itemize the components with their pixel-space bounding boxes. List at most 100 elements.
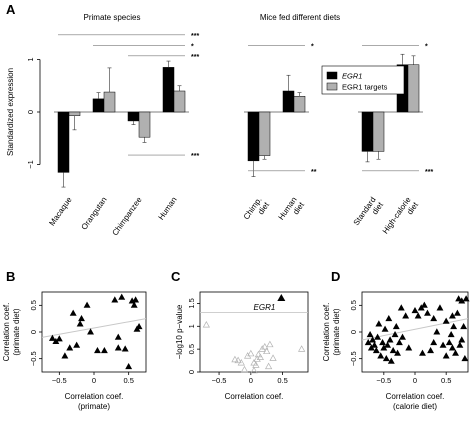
scatter-point xyxy=(94,346,101,354)
category-label: Humandiet xyxy=(276,195,306,227)
panel-label-d: D xyxy=(331,269,340,284)
significance-stars: *** xyxy=(425,169,433,176)
x-tick-label: 0 xyxy=(92,376,96,385)
scatter-point xyxy=(402,312,410,319)
x-tick-label: −0.5 xyxy=(52,376,67,385)
scatter-point xyxy=(253,355,261,362)
scatter-point xyxy=(377,352,385,359)
scatter-point xyxy=(264,362,273,370)
bar-egr1-targets xyxy=(372,111,385,152)
highlight-label: EGR1 xyxy=(254,303,276,312)
scatter-point xyxy=(247,349,255,357)
x-tick-label: 0.5 xyxy=(441,376,451,385)
scatter-point xyxy=(244,352,252,359)
scatter-point xyxy=(455,295,463,302)
scatter-point xyxy=(392,322,400,330)
x-axis-label: (calorie diet) xyxy=(393,402,437,411)
y-tick-label: 0.5 xyxy=(29,300,38,310)
plot-frame xyxy=(41,291,147,373)
y-tick-label: 0 xyxy=(187,370,196,374)
bar-egr1-targets xyxy=(138,111,151,138)
scatter-point xyxy=(419,349,426,356)
y-tick-label: 0.5 xyxy=(349,300,358,310)
x-tick-label: −0.5 xyxy=(212,376,227,385)
scatter-point xyxy=(430,338,438,346)
bar-egr1 xyxy=(282,90,295,113)
scatter-point xyxy=(269,354,277,361)
scatter-point xyxy=(442,317,450,324)
x-axis-label: (primate) xyxy=(78,402,110,411)
scatter-point xyxy=(69,309,77,316)
scatter-point xyxy=(130,301,138,308)
bar-egr1-targets xyxy=(293,96,306,113)
significance-stars: * xyxy=(191,43,194,50)
legend-swatch xyxy=(326,82,338,91)
scatter-point xyxy=(100,346,108,354)
scatter-point xyxy=(389,346,397,354)
bar-egr1-targets xyxy=(68,111,81,116)
scatter-point xyxy=(381,325,389,332)
scatter-point xyxy=(237,358,245,366)
scatter-point xyxy=(234,356,242,364)
scatter-point xyxy=(240,365,249,373)
scatter-point xyxy=(411,306,419,314)
bar-egr1-targets xyxy=(407,64,420,113)
scatter-point xyxy=(399,333,406,340)
scatter-point xyxy=(453,309,461,316)
scatter-point xyxy=(231,355,239,363)
panel-label-a: A xyxy=(6,2,16,17)
scatter-point xyxy=(114,344,122,351)
scatter-point xyxy=(427,346,435,354)
scatter-point xyxy=(391,330,399,338)
scatter-point xyxy=(448,312,456,319)
scatter-point xyxy=(450,322,458,330)
scatter-point xyxy=(433,328,441,335)
y-tick-label: −0.5 xyxy=(29,351,38,366)
scatter-point xyxy=(405,344,413,351)
y-tick-label: −1 xyxy=(26,160,35,169)
scatter-point xyxy=(384,341,392,348)
scatter-point xyxy=(250,366,258,374)
scatter-point xyxy=(87,328,94,335)
scatter-point xyxy=(395,338,403,346)
x-tick-label: 0.5 xyxy=(123,376,133,385)
y-tick-label: 0 xyxy=(26,110,35,114)
scatter-point xyxy=(369,336,377,343)
scatter-point xyxy=(460,322,468,330)
legend-label: EGR1 targets xyxy=(342,83,388,92)
scatter-point xyxy=(394,349,401,356)
scatter-point xyxy=(263,347,271,355)
scatter-point xyxy=(424,309,431,316)
group-title: Primate species xyxy=(84,13,141,22)
scatter-point xyxy=(379,338,387,346)
bar-egr1 xyxy=(127,111,140,122)
y-tick-label: 0 xyxy=(29,330,38,334)
y-tick-label: 1 xyxy=(187,324,196,328)
panel-label-b: B xyxy=(6,269,15,284)
bar-egr1-targets xyxy=(103,91,116,113)
scatter-point xyxy=(48,334,56,341)
bar-egr1 xyxy=(162,67,175,113)
scatter-point xyxy=(66,344,74,351)
scatter-point xyxy=(462,295,470,302)
significance-stars: ** xyxy=(311,169,317,176)
scatter-point xyxy=(55,335,63,342)
scatter-point xyxy=(256,353,264,360)
y-tick-label: 0 xyxy=(349,330,358,334)
trend-line xyxy=(41,318,147,338)
scatter-point xyxy=(114,333,122,340)
scatter-point xyxy=(375,320,383,327)
scatter-point xyxy=(439,341,447,348)
legend-swatch xyxy=(326,71,338,80)
category-label: Macaque xyxy=(47,195,74,228)
category-label: Chimp.diet xyxy=(242,195,272,227)
scatter-point xyxy=(73,341,81,348)
y-tick-label: 0.5 xyxy=(187,344,196,354)
scatter-point xyxy=(298,345,306,352)
category-label-line: High-calorie xyxy=(381,195,413,236)
scatter-point xyxy=(132,296,140,303)
scatter-point xyxy=(447,330,455,338)
panel-label-c: C xyxy=(171,269,181,284)
x-tick-label: 0 xyxy=(413,376,417,385)
